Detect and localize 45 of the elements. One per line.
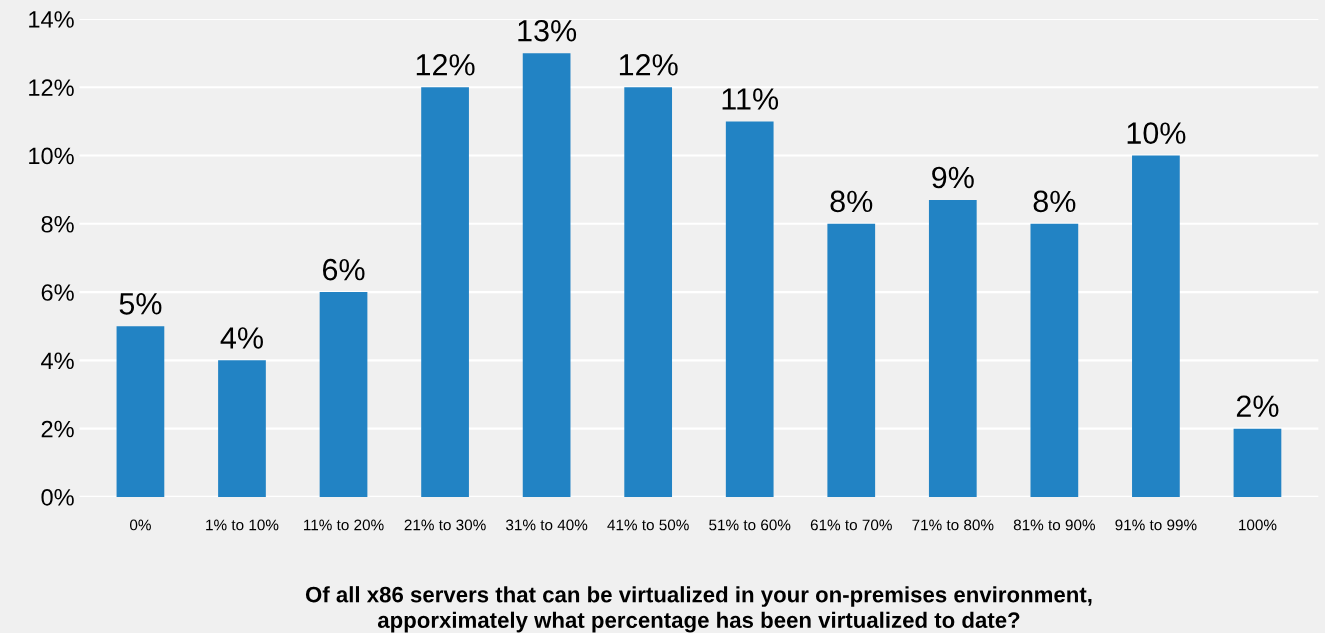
- bar: [725, 121, 774, 497]
- data-label: 6%: [322, 258, 365, 281]
- data-label: 11%: [722, 88, 779, 110]
- x-tick-label: 61% to 70%: [810, 519, 892, 531]
- bar: [218, 360, 266, 497]
- x-tick-label: 1% to 10%: [206, 519, 279, 531]
- data-label: 12%: [416, 54, 475, 76]
- data-label: 10%: [1127, 122, 1186, 144]
- data-label: 8%: [830, 190, 873, 213]
- y-tick-label: 14%: [29, 11, 74, 28]
- data-label: 13%: [518, 19, 577, 42]
- x-tick-label: 0%: [129, 519, 151, 531]
- x-tick-label: 91% to 99%: [1115, 519, 1197, 531]
- bar: [1233, 428, 1282, 497]
- bar: [116, 326, 165, 497]
- y-tick-label: 10%: [29, 147, 74, 165]
- bar: [1030, 223, 1079, 497]
- x-tick-label: 71% to 80%: [912, 519, 994, 531]
- y-tick-label: 6%: [41, 284, 74, 301]
- x-tick-label: 81% to 90%: [1013, 519, 1095, 531]
- bar: [421, 87, 469, 497]
- y-tick-label: 0%: [41, 488, 74, 506]
- x-axis-title: Of all x86 servers that can be virtualized in your on-premises environment, apporximately what percentage has been virtualized to date?: [305, 586, 1092, 633]
- y-tick-label: 8%: [41, 215, 74, 233]
- data-label: 8%: [1033, 190, 1076, 213]
- y-tick-label: 4%: [41, 352, 74, 370]
- x-tick-label: 100%: [1239, 519, 1277, 531]
- data-label: 2%: [1236, 395, 1279, 417]
- data-label: 9%: [932, 166, 974, 189]
- data-label: 12%: [619, 54, 678, 76]
- bar: [319, 292, 368, 497]
- bar: [522, 53, 571, 497]
- bar: [1132, 155, 1180, 497]
- y-tick-label: 2%: [41, 420, 74, 438]
- data-label: 4%: [220, 327, 263, 349]
- bar: [827, 223, 876, 497]
- x-tick-label: 21% to 30%: [404, 519, 486, 531]
- y-tick-label: 12%: [29, 79, 74, 96]
- x-tick-label: 31% to 40%: [506, 519, 588, 531]
- x-tick-label: 11% to 20%: [304, 519, 384, 531]
- x-tick-label: 51% to 60%: [709, 519, 791, 531]
- data-label: 5%: [119, 293, 162, 315]
- x-tick-label: 41% to 50%: [607, 519, 689, 531]
- bar: [928, 199, 977, 497]
- bar: [624, 87, 673, 497]
